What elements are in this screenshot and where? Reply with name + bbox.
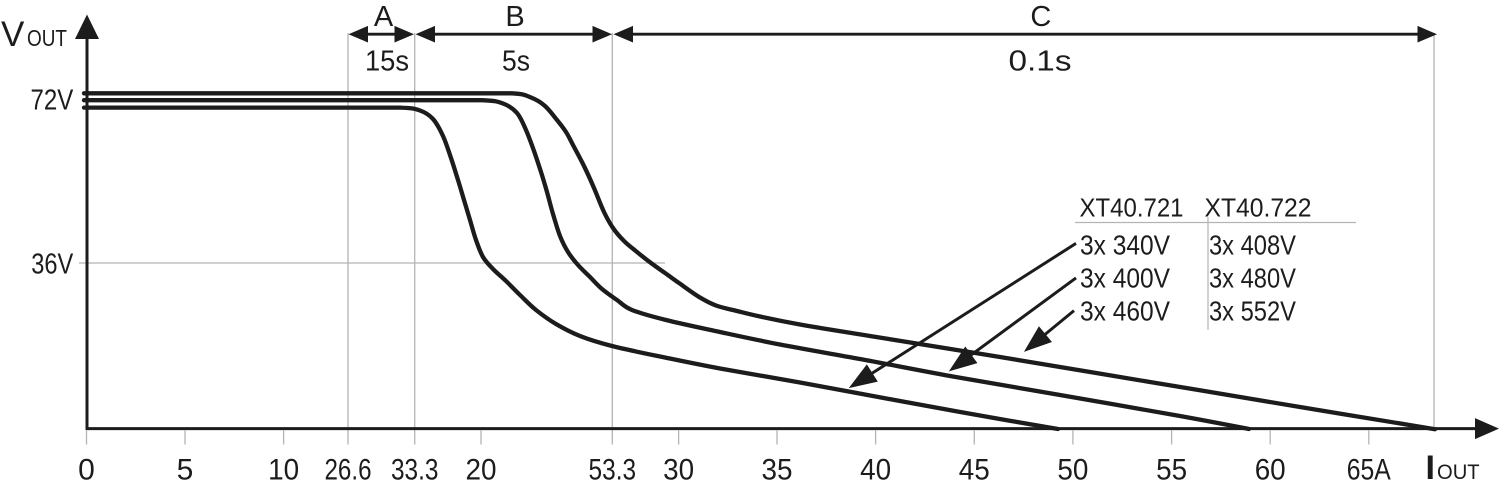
svg-text:3x 400V: 3x 400V [1080, 263, 1170, 294]
svg-text:3x 480V: 3x 480V [1209, 263, 1296, 294]
svg-text:0.1s: 0.1s [1009, 46, 1072, 78]
svg-text:10: 10 [268, 454, 299, 487]
svg-text:65A: 65A [1347, 454, 1391, 487]
svg-text:3x 408V: 3x 408V [1209, 229, 1296, 260]
svg-text:B: B [505, 1, 524, 33]
svg-text:I: I [1426, 449, 1435, 487]
svg-text:XT40.722: XT40.722 [1205, 193, 1312, 223]
svg-text:30: 30 [663, 454, 694, 487]
svg-text:5: 5 [177, 454, 194, 487]
svg-text:35: 35 [762, 454, 793, 487]
svg-text:OUT: OUT [27, 25, 67, 51]
svg-text:72V: 72V [31, 84, 74, 116]
svg-text:15s: 15s [365, 46, 409, 78]
svg-text:55: 55 [1156, 454, 1187, 487]
svg-text:3x 460V: 3x 460V [1080, 296, 1170, 327]
svg-text:60: 60 [1255, 454, 1286, 487]
svg-text:45: 45 [959, 454, 990, 487]
svg-text:V: V [1, 15, 25, 54]
svg-text:33.3: 33.3 [391, 454, 439, 487]
svg-text:26.6: 26.6 [325, 454, 372, 487]
svg-text:3x 552V: 3x 552V [1209, 296, 1296, 327]
svg-text:53.3: 53.3 [589, 454, 637, 487]
svg-text:3x 340V: 3x 340V [1080, 229, 1170, 260]
svg-text:C: C [1030, 1, 1051, 33]
svg-text:XT40.721: XT40.721 [1080, 193, 1184, 223]
svg-text:50: 50 [1057, 454, 1088, 487]
svg-text:5s: 5s [502, 46, 530, 78]
svg-text:A: A [374, 1, 394, 33]
svg-text:36V: 36V [31, 248, 74, 280]
svg-text:0: 0 [78, 454, 95, 487]
svg-text:OUT: OUT [1437, 461, 1480, 484]
svg-text:40: 40 [860, 454, 891, 487]
svg-text:20: 20 [466, 454, 497, 487]
